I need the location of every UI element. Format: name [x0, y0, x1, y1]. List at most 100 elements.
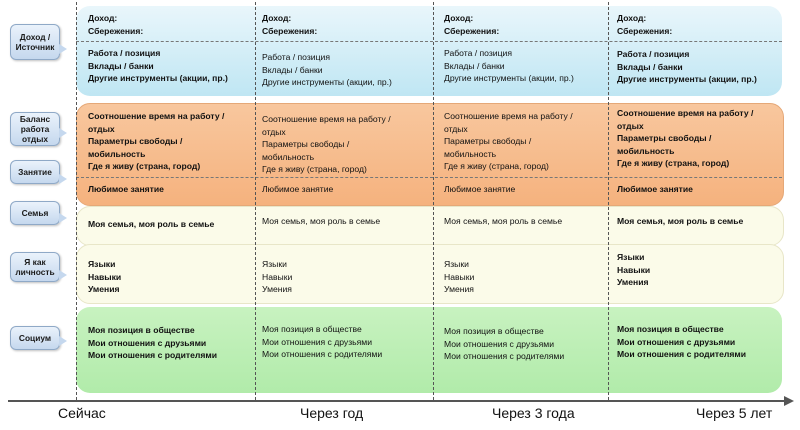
- family-item-col-2: Моя семья, моя роль в семье: [262, 215, 380, 228]
- balance-items-line: Соотношение время на работу /: [444, 111, 573, 121]
- label-income-text: Доход / Источник: [15, 32, 55, 52]
- person-items-line: Языки: [617, 252, 645, 262]
- person-items-line: Навыки: [444, 271, 475, 282]
- income-items-line: Работа / позиция: [262, 52, 330, 62]
- social-items-line: Моя позиция в обществе: [444, 326, 544, 336]
- social-items-line: Мои отношения с друзьями: [444, 338, 554, 349]
- income-items-line: Работа / позиция: [617, 49, 690, 59]
- timeline-label-now: Сейчас: [58, 405, 106, 421]
- occupation-item-line: Любимое занятие: [88, 184, 164, 194]
- income-header-line: Доход:: [88, 13, 118, 23]
- occupation-item-col-2: Любимое занятие: [262, 183, 333, 196]
- label-income: Доход / Источник: [10, 24, 60, 60]
- income-items-line: Другие инструменты (акции, пр.): [262, 77, 392, 87]
- social-items-col-4: Моя позиция в обществе Мои отношения с др…: [617, 323, 746, 361]
- person-items-line: Навыки: [617, 264, 651, 275]
- balance-items-line: Соотношение время на работу /: [617, 108, 754, 118]
- timeline-divider-5years: [608, 2, 609, 400]
- occupation-item-line: Любимое занятие: [444, 184, 516, 194]
- timeline-divider-year: [255, 2, 256, 400]
- occupation-separator: [76, 177, 782, 178]
- label-person-text: Я как личность: [15, 257, 55, 277]
- income-band: [76, 6, 782, 96]
- balance-items-line: Параметры свободы /: [262, 139, 350, 149]
- label-occupation: Занятие: [10, 160, 60, 184]
- income-header-line: Сбережения:: [262, 25, 318, 36]
- balance-items-col-3: Соотношение время на работу / отдых Параме…: [444, 110, 573, 173]
- label-balance: Баланс работа отдых: [10, 112, 60, 146]
- income-items-col-4: Работа / позиция Вклады / банки Другие инс…: [617, 48, 757, 86]
- income-items-line: Вклады / банки: [88, 60, 154, 71]
- label-balance-text: Баланс работа отдых: [19, 114, 51, 144]
- person-items-line: Умения: [444, 284, 474, 294]
- balance-items-line: мобильность: [88, 148, 146, 159]
- social-items-line: Мои отношения с родителями: [444, 351, 565, 361]
- balance-items-line: Где я живу (страна, город): [88, 161, 201, 171]
- income-items-col-3: Работа / позиция Вклады / банки Другие инс…: [444, 47, 574, 85]
- balance-items-line: отдых: [88, 123, 115, 134]
- income-separator: [76, 41, 782, 42]
- balance-items-line: Соотношение время на работу /: [262, 114, 391, 124]
- social-items-line: Моя позиция в обществе: [262, 324, 362, 334]
- social-items-line: Моя позиция в обществе: [617, 324, 724, 334]
- person-items-col-3: Языки Навыки Умения: [444, 258, 474, 296]
- timeline-label-year: Через год: [300, 405, 364, 421]
- social-items-line: Моя позиция в обществе: [88, 325, 195, 335]
- label-person: Я как личность: [10, 252, 60, 282]
- timeline-divider-3years: [433, 2, 434, 400]
- person-items-line: Языки: [262, 259, 287, 269]
- label-occupation-pointer: [59, 174, 67, 184]
- income-header-line: Сбережения:: [88, 25, 144, 36]
- timeline-divider-now: [76, 2, 77, 400]
- balance-items-line: отдых: [262, 126, 286, 137]
- timeline-label-3years: Через 3 года: [492, 405, 575, 421]
- person-items-line: Умения: [88, 284, 120, 294]
- label-social-text: Социум: [18, 333, 52, 343]
- income-header-line: Сбережения:: [444, 25, 500, 36]
- income-header-col-3: Доход: Сбережения:: [444, 12, 499, 37]
- income-header-line: Сбережения:: [617, 25, 673, 36]
- person-items-line: Языки: [444, 259, 469, 269]
- social-items-line: Мои отношения с друзьями: [88, 337, 207, 348]
- timeline-label-5years: Через 5 лет: [696, 405, 773, 421]
- balance-items-col-2: Соотношение время на работу / отдых Параме…: [262, 113, 391, 176]
- label-balance-pointer: [59, 128, 67, 138]
- person-items-col-2: Языки Навыки Умения: [262, 258, 292, 296]
- balance-items-col-1: Соотношение время на работу / отдых Параме…: [88, 110, 224, 173]
- family-item-line: Моя семья, моя роль в семье: [617, 216, 744, 226]
- label-social-pointer: [59, 336, 67, 346]
- person-items-line: Навыки: [88, 271, 122, 282]
- occupation-item-line: Любимое занятие: [262, 184, 334, 194]
- income-header-line: Доход:: [262, 13, 292, 23]
- family-item-col-4: Моя семья, моя роль в семье: [617, 215, 743, 228]
- person-items-line: Умения: [262, 284, 292, 294]
- balance-items-line: мобильность: [617, 145, 675, 156]
- balance-items-col-4: Соотношение время на работу / отдых Параме…: [617, 107, 753, 170]
- income-items-line: Вклады / банки: [444, 60, 505, 71]
- balance-band: [76, 103, 784, 206]
- income-items-line: Вклады / банки: [262, 64, 323, 75]
- income-header-col-4: Доход: Сбережения:: [617, 12, 672, 37]
- balance-items-line: отдых: [444, 123, 468, 134]
- income-items-line: Другие инструменты (акции, пр.): [617, 74, 757, 84]
- income-items-line: Другие инструменты (акции, пр.): [444, 73, 574, 83]
- income-items-col-2: Работа / позиция Вклады / банки Другие инс…: [262, 51, 392, 89]
- balance-items-line: мобильность: [262, 151, 315, 162]
- label-social: Социум: [10, 326, 60, 350]
- occupation-item-line: Любимое занятие: [617, 184, 693, 194]
- timeline-axis: [8, 400, 786, 402]
- balance-items-line: отдых: [617, 120, 644, 131]
- label-person-pointer: [59, 270, 67, 280]
- timeline-arrow-icon: [784, 396, 794, 406]
- social-band: [76, 307, 782, 393]
- income-items-line: Вклады / банки: [617, 61, 683, 72]
- social-items-line: Мои отношения с родителями: [88, 350, 217, 360]
- balance-items-line: Параметры свободы /: [617, 133, 712, 143]
- social-items-col-1: Моя позиция в обществе Мои отношения с др…: [88, 324, 217, 362]
- balance-items-line: Параметры свободы /: [88, 136, 183, 146]
- balance-items-line: Где я живу (страна, город): [262, 164, 367, 174]
- balance-items-line: Где я живу (страна, город): [617, 158, 730, 168]
- income-items-line: Другие инструменты (акции, пр.): [88, 73, 228, 83]
- income-header-col-1: Доход: Сбережения:: [88, 12, 143, 37]
- label-family: Семья: [10, 201, 60, 225]
